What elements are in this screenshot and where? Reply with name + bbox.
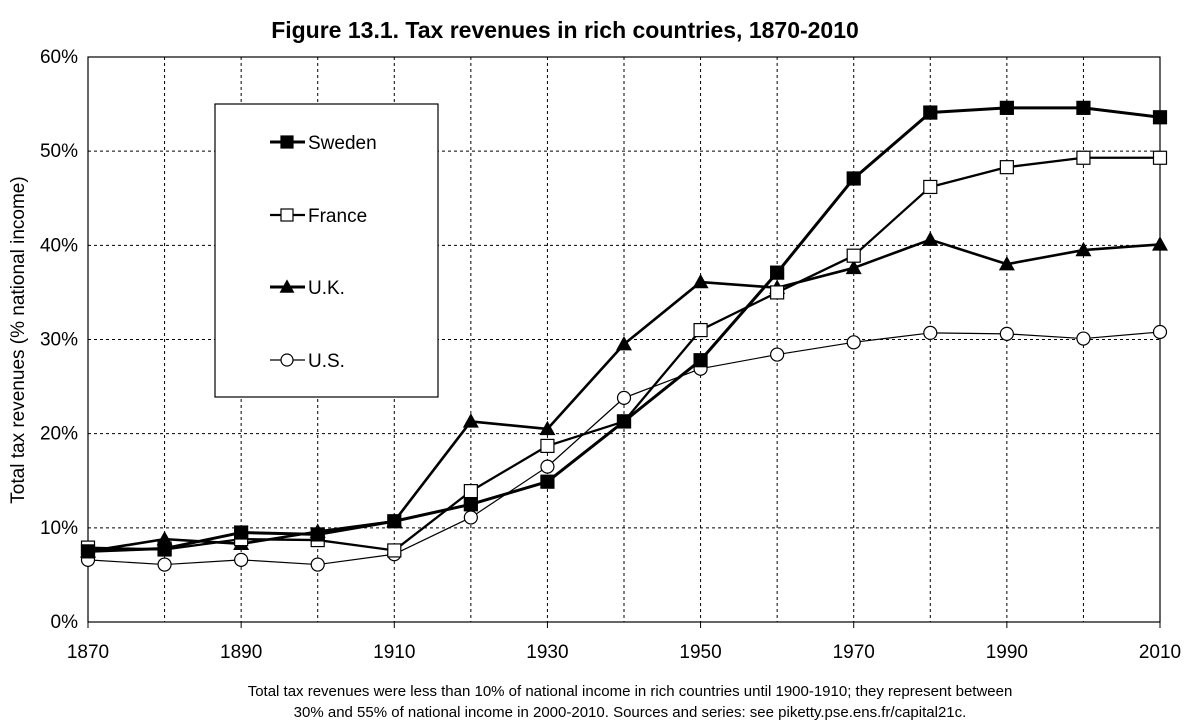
y-tick-label: 50% (40, 141, 78, 162)
legend-marker-sweden (280, 135, 294, 149)
chart-title: Figure 13.1. Tax revenues in rich countr… (271, 17, 859, 43)
legend-label-us: U.S. (308, 351, 345, 372)
data-point-uk (462, 413, 479, 428)
data-point-uk (845, 259, 862, 275)
legend: Sweden France U.K. U.S. (214, 103, 439, 398)
data-point-us (463, 510, 478, 525)
data-point-uk (1152, 236, 1168, 251)
data-point-sweden (770, 265, 785, 280)
legend-marker-us (280, 353, 294, 367)
x-tick-label: 1890 (220, 642, 262, 663)
data-point-sweden (846, 171, 861, 186)
legend-box (214, 103, 439, 398)
x-tick-label: 1970 (833, 642, 875, 663)
y-tick-label: 30% (40, 330, 78, 351)
data-point-france (770, 285, 785, 300)
caption-line-1: Total tax revenues were less than 10% of… (248, 683, 1013, 700)
data-point-france (999, 160, 1014, 175)
data-point-us (923, 325, 938, 341)
data-point-uk (616, 336, 632, 351)
legend-label-uk: U.K. (308, 278, 345, 299)
legend-marker-uk (279, 279, 295, 293)
series-sweden (80, 100, 1168, 559)
data-point-sweden (80, 544, 96, 559)
data-point-france (1152, 150, 1168, 165)
data-point-sweden (1076, 100, 1091, 115)
legend-marker-france (280, 208, 294, 222)
x-tick-label: 1870 (67, 642, 109, 663)
data-point-uk (692, 273, 709, 289)
y-tick-label: 60% (40, 47, 78, 68)
data-point-france (693, 322, 708, 338)
data-point-sweden (387, 514, 402, 529)
data-point-sweden (1152, 110, 1168, 125)
axes: 0% 10% 20% 30% 40% 50% 60% 1870 1890 1910 1930 1950… (40, 47, 1181, 663)
x-tick-label: 2010 (1139, 642, 1181, 663)
y-tick-label: 20% (40, 424, 78, 445)
data-point-france (923, 179, 938, 195)
data-point-sweden (157, 541, 172, 556)
data-point-sweden (463, 497, 478, 512)
caption-line-2: 30% and 55% of national income in 2000-2… (294, 704, 967, 721)
data-point-uk (539, 420, 556, 436)
data-point-france (387, 543, 402, 558)
plot-area-border (87, 56, 1161, 623)
data-point-us (1152, 324, 1168, 340)
data-point-us (540, 459, 555, 474)
data-point-sweden (310, 527, 325, 542)
data-point-france (846, 248, 861, 263)
y-axis-label: Total tax revenues (% national income) (8, 176, 29, 503)
legend-label-france: France (308, 206, 367, 227)
data-point-us (157, 557, 172, 572)
data-point-uk (922, 231, 939, 246)
x-tick-label: 1910 (373, 642, 415, 663)
data-point-us (770, 347, 785, 362)
data-point-us (1076, 331, 1091, 346)
data-point-us (310, 557, 325, 572)
y-tick-label: 40% (40, 235, 78, 256)
y-tick-label: 10% (40, 518, 78, 539)
data-point-sweden (999, 100, 1014, 115)
data-point-france (540, 438, 555, 454)
data-point-sweden (616, 414, 632, 429)
data-point-us (999, 326, 1014, 341)
data-point-uk (1075, 241, 1092, 257)
series-layer (80, 100, 1168, 572)
data-point-us (616, 390, 632, 405)
data-point-sweden (923, 105, 938, 120)
x-tick-label: 1990 (986, 642, 1028, 663)
y-tick-label: 0% (51, 612, 79, 633)
data-point-sweden (693, 353, 708, 368)
series-us (80, 324, 1168, 572)
x-tick-label: 1930 (526, 642, 568, 663)
data-point-france (1076, 150, 1091, 165)
data-point-us (234, 552, 249, 567)
data-point-uk (998, 255, 1015, 271)
legend-label-sweden: Sweden (308, 133, 377, 154)
data-point-sweden (540, 474, 555, 489)
data-point-us (846, 335, 861, 350)
x-tick-label: 1950 (679, 642, 721, 663)
data-point-sweden (234, 525, 249, 540)
data-point-france (463, 484, 478, 499)
